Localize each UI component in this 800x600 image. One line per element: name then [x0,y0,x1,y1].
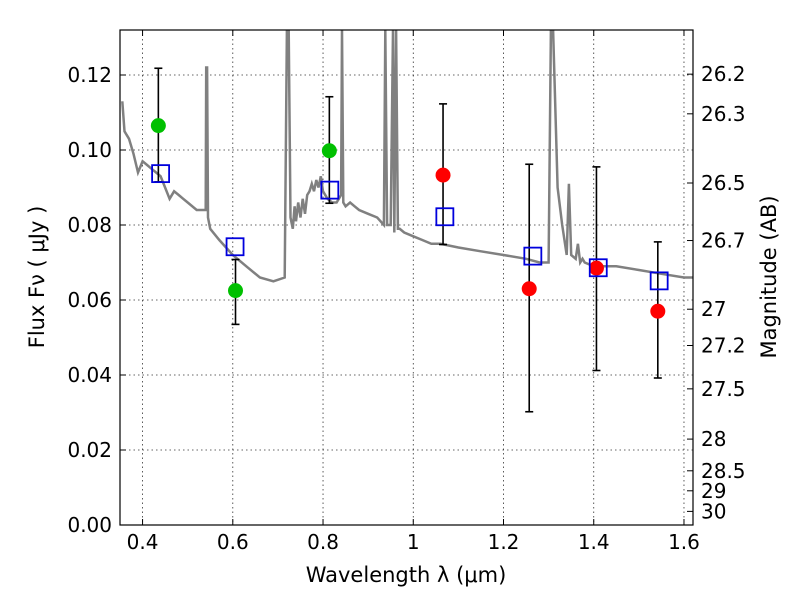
photometry-point [150,118,166,134]
x-tick-label: 1.2 [488,530,520,554]
y-tick-label: 0.12 [67,63,112,87]
mag-tick-label: 26.3 [701,102,746,126]
y-tick-label: 0.08 [67,213,112,237]
y-axis-label: Flux Fν ( μJy ) [25,206,49,349]
x-tick-label: 0.6 [217,530,249,554]
mag-tick-label: 26.7 [701,229,746,253]
mag-tick-label: 26.2 [701,62,746,86]
model-photometry-square [435,207,455,227]
x-axis-label: Wavelength λ (μm) [306,563,507,587]
x-tick-label: 1 [407,530,420,554]
mag-tick-label: 27 [701,297,726,321]
y-tick-label: 0.10 [67,138,112,162]
data-points [150,67,669,413]
photometry-point [521,281,537,297]
model-photometry-square [649,271,669,291]
x-tick-label: 0.8 [307,530,339,554]
mag-tick-label: 26.5 [701,171,746,195]
y-tick-label: 0.04 [67,363,112,387]
mag-tick-label: 28 [701,427,726,451]
x-tick-label: 1.6 [668,530,700,554]
photometry-point [650,303,666,319]
mag-tick-label: 30 [701,499,726,523]
axes: 0.4 0.6 0.8 1 1.2 1.4 1.6 0.00 0.02 0.04 0.06 0.08 0… [67,30,746,554]
x-tick-label: 0.4 [127,530,159,554]
mag-tick-label: 29 [701,479,726,503]
model-photometry-square [151,164,171,184]
photometry-point [435,167,451,183]
plot-frame [119,29,694,526]
mag-tick-label: 28.5 [701,459,746,483]
y-tick-label: 0.06 [67,288,112,312]
x-tick-label: 1.4 [578,530,610,554]
mag-tick-label: 27.5 [701,377,746,401]
y2-axis-label: Magnitude (AB) [757,195,781,358]
photometry-point [321,143,337,159]
photometry-point [588,260,604,276]
y-tick-label: 0.00 [67,513,112,537]
mag-tick-label: 27.2 [701,334,746,358]
model-photometry-square [523,246,543,266]
model-photometry-square [225,237,245,257]
model-photometry-square [320,180,340,200]
photometry-point [228,283,244,299]
spectrum-line [121,30,693,283]
y-tick-label: 0.02 [67,438,112,462]
model-spectrum [121,30,693,283]
model-photometry-square [588,258,608,278]
